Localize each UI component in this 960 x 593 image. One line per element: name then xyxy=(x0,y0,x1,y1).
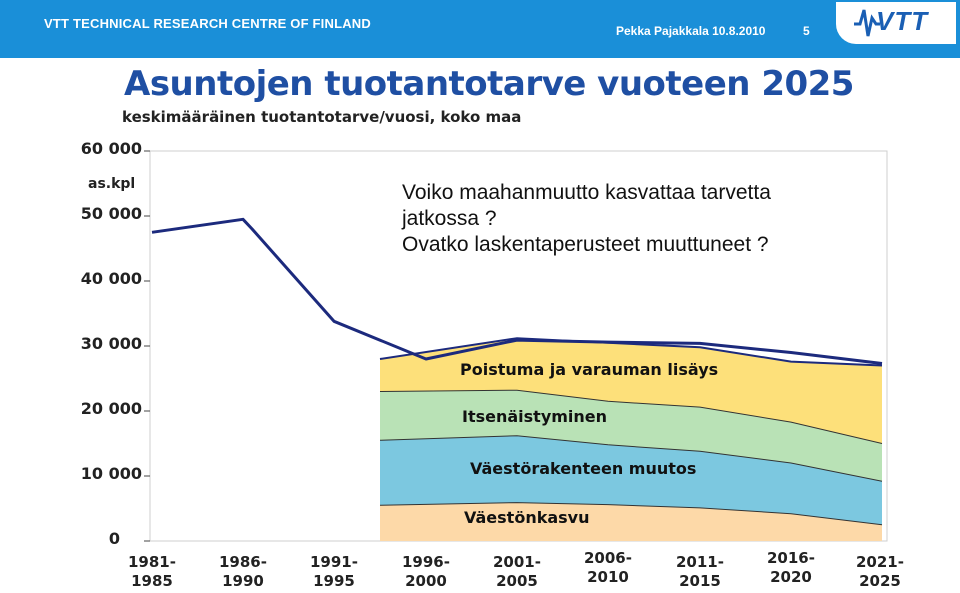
total-demand-line xyxy=(151,217,883,365)
y-tick-label: 30 000 xyxy=(80,334,142,353)
annotation-line: Ovatko laskentaperusteet muuttuneet ? xyxy=(402,233,769,256)
x-tick-label: 1991- 1995 xyxy=(310,553,358,590)
organization-name: VTT TECHNICAL RESEARCH CENTRE OF FINLAND xyxy=(44,16,371,31)
vtt-logo: VTT xyxy=(876,6,929,36)
y-tick-label: 40 000 xyxy=(80,269,142,288)
annotation-line: jatkossa ? xyxy=(402,207,497,230)
header-bar xyxy=(0,0,960,58)
series-label: Väestönkasvu xyxy=(464,508,590,527)
x-tick-label: 1981- 1985 xyxy=(128,553,176,590)
y-axis-unit: as.kpl xyxy=(88,176,136,192)
y-tick-label: 10 000 xyxy=(80,464,142,483)
page-number: 5 xyxy=(803,24,810,38)
y-tick-label: 0 xyxy=(108,529,120,548)
area-poistuma-ja-varauman-lisäys xyxy=(380,338,882,444)
x-tick-label: 1996- 2000 xyxy=(402,553,450,590)
y-tick-label: 60 000 xyxy=(80,139,142,158)
x-tick-label: 2021- 2025 xyxy=(856,553,904,590)
area-väestönkasvu xyxy=(380,502,882,541)
chart-subtitle: keskimääräinen tuotantotarve/vuosi, koko… xyxy=(122,108,522,126)
chart-title: Asuntojen tuotantotarve vuoteen 2025 xyxy=(124,64,854,104)
series-label: Itsenäistyminen xyxy=(462,407,608,426)
series-label: Väestörakenteen muutos xyxy=(470,459,697,478)
y-tick-label: 20 000 xyxy=(80,399,142,418)
x-tick-label: 2001- 2005 xyxy=(493,553,541,590)
band-boundary-line xyxy=(379,502,883,526)
band-boundary-line xyxy=(379,337,883,367)
y-tick-label: 50 000 xyxy=(80,204,142,223)
annotation-line: Voiko maahanmuutto kasvattaa tarvetta xyxy=(402,181,771,204)
author-date: Pekka Pajakkala 10.8.2010 xyxy=(616,24,766,38)
x-tick-label: 1986- 1990 xyxy=(219,553,267,590)
chart-annotation: Voiko maahanmuutto kasvattaa tarvetta ja… xyxy=(402,180,771,258)
band-boundary-line xyxy=(379,435,883,482)
x-tick-label: 2006- 2010 xyxy=(584,549,632,586)
vtt-logo-icon xyxy=(854,9,880,37)
band-boundary-line xyxy=(379,389,883,444)
x-tick-label: 2016- 2020 xyxy=(767,549,815,586)
series-label: Poistuma ja varauman lisäys xyxy=(460,360,719,379)
x-tick-label: 2011- 2015 xyxy=(676,553,724,590)
